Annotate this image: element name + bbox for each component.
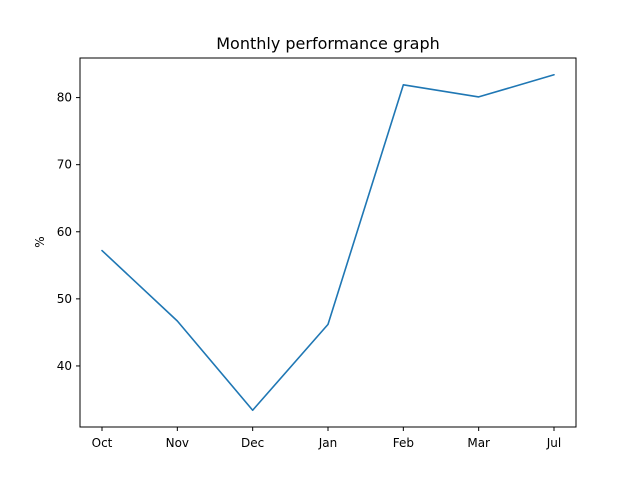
- y-axis-label: %: [33, 236, 47, 247]
- chart-title: Monthly performance graph: [216, 34, 440, 53]
- y-tick-label: 80: [57, 91, 72, 105]
- y-tick-label: 60: [57, 225, 72, 239]
- x-tick-label: Nov: [166, 436, 189, 450]
- plot-frame: [79, 57, 577, 428]
- series-line: [101, 73, 555, 412]
- x-tick-label: Oct: [92, 436, 113, 450]
- x-tick-label: Jul: [546, 436, 561, 450]
- y-tick-label: 70: [57, 158, 72, 172]
- x-tick-label: Jan: [318, 436, 338, 450]
- y-tick-label: 50: [57, 292, 72, 306]
- x-tick-label: Mar: [467, 436, 490, 450]
- y-axis: 40 50 60 70 80: [57, 91, 80, 373]
- x-tick-label: Dec: [241, 436, 264, 450]
- x-tick-label: Feb: [393, 436, 414, 450]
- y-tick-label: 40: [57, 359, 72, 373]
- x-axis: Oct Nov Dec Jan Feb Mar Jul: [92, 427, 561, 450]
